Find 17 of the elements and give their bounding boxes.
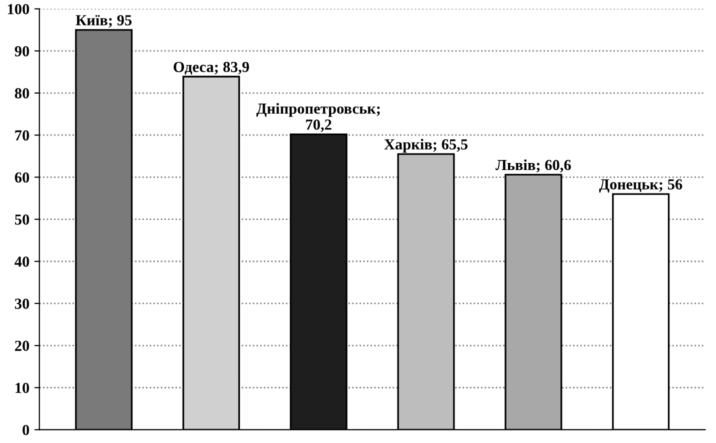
data-label: Одеса; 83,9 (174, 62, 249, 75)
y-tick-label: 0 (22, 424, 30, 436)
y-tick-label: 90 (14, 46, 30, 56)
data-label: Львів; 60,6 (496, 159, 571, 172)
y-tick-label: 80 (14, 88, 30, 98)
y-tick-label: 60 (14, 172, 30, 183)
y-tick-label: 50 (14, 214, 30, 225)
y-tick-label: 20 (15, 340, 30, 351)
data-label: Київ; 95 (76, 15, 132, 28)
y-tick-label: 100 (8, 4, 30, 14)
data-label: Донецьк; 56 (599, 179, 682, 193)
y-tick-label: 40 (14, 256, 30, 267)
y-tick-label: 10 (16, 382, 30, 394)
y-tick-label: 70 (15, 130, 30, 141)
data-label: Харків; 65,5 (384, 138, 468, 153)
data-label: Дніпропетровськ; 70,2 (256, 103, 380, 132)
y-tick-label: 30 (14, 298, 30, 309)
